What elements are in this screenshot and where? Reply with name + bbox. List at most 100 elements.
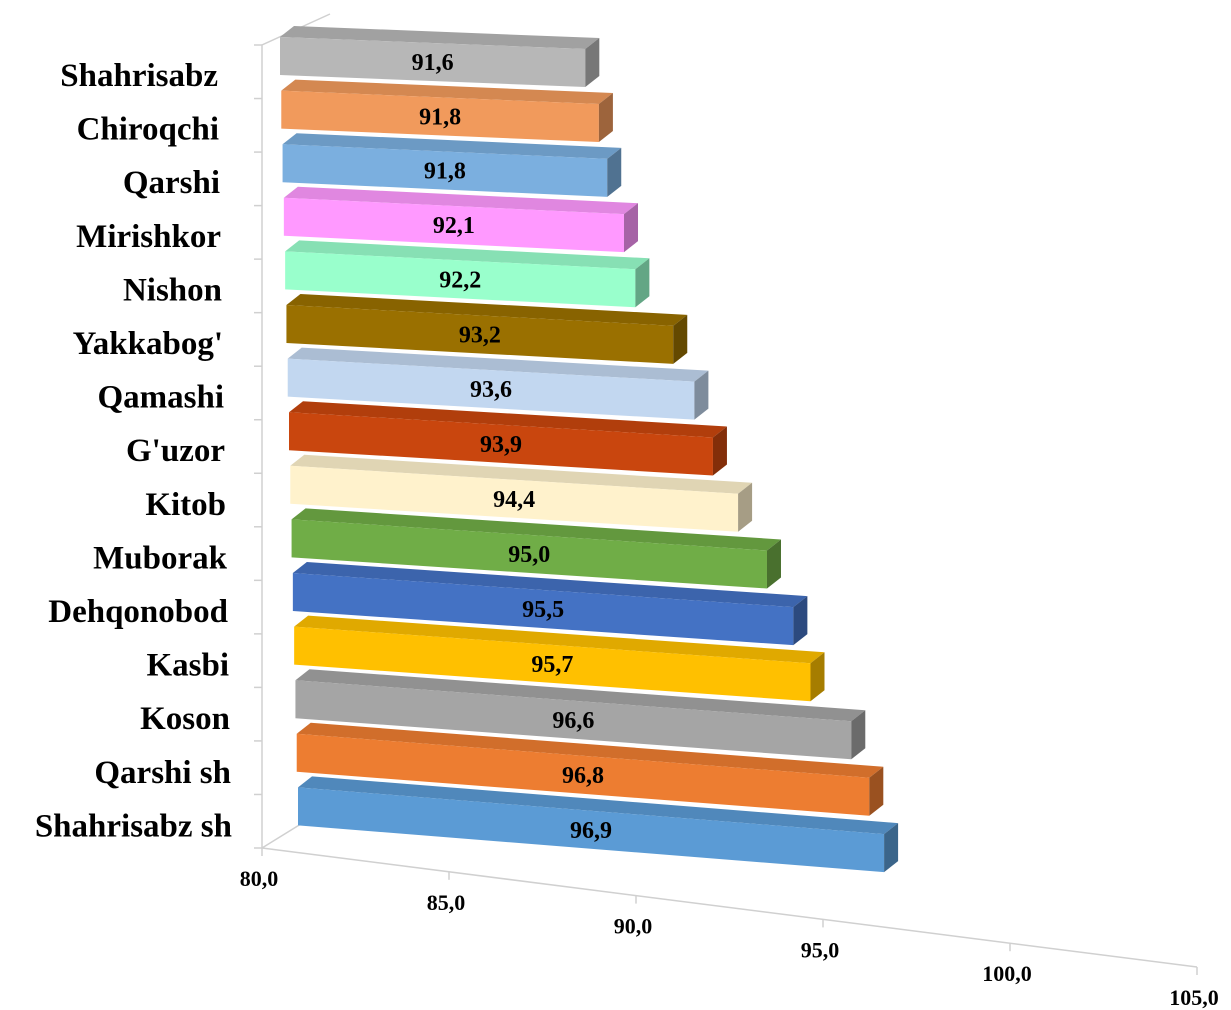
- category-label: Kitob: [145, 487, 226, 523]
- bar-front-face: [294, 626, 811, 702]
- bar-end-face: [738, 482, 753, 532]
- bar-top-face: [296, 722, 884, 778]
- value-label: 93,6: [470, 377, 512, 403]
- bar-front-face: [290, 465, 739, 532]
- value-labels: 91,6 91,8 91,8 92,1 92,2 93,2 93,6 93,9 94,4 95,0…: [412, 50, 612, 844]
- bar-top-face: [289, 401, 727, 438]
- x-tick-label: 105,0: [1169, 985, 1219, 1010]
- value-label: 93,9: [480, 432, 522, 458]
- bar-top-face: [292, 562, 808, 608]
- x-tick-label: 80,0: [240, 866, 279, 891]
- value-label: 95,7: [531, 652, 573, 678]
- bar-front-face: [286, 305, 674, 364]
- category-label: Yakkabog': [73, 326, 223, 362]
- bar: [295, 669, 866, 760]
- horizontal-axis-line: [261, 847, 1198, 968]
- x-tick-label: 90,0: [614, 914, 653, 939]
- bar: [282, 133, 622, 197]
- value-label: 91,8: [419, 104, 461, 130]
- bar: [287, 347, 709, 420]
- bar-front-face: [295, 680, 852, 760]
- value-label: 92,2: [439, 267, 481, 293]
- bar-end-face: [712, 426, 727, 476]
- category-label: Qarshi sh: [94, 755, 231, 791]
- value-label: 95,0: [508, 542, 550, 568]
- value-label: 91,6: [412, 50, 454, 76]
- bar-end-face: [869, 766, 884, 816]
- value-label: 96,9: [570, 818, 612, 844]
- value-label: 92,1: [433, 213, 475, 239]
- bar-top-face: [282, 133, 622, 159]
- bar-end-face: [810, 652, 825, 702]
- category-label: Shahrisabz: [60, 58, 218, 94]
- chart-bars: [280, 26, 899, 873]
- category-label: Nishon: [123, 272, 222, 308]
- bar-front-face: [289, 412, 713, 476]
- bar-end-face: [766, 539, 781, 589]
- bar-end-face: [793, 596, 808, 646]
- bar-top-face: [285, 240, 650, 270]
- x-tick-label: 85,0: [427, 890, 466, 915]
- bar: [291, 508, 781, 589]
- bar-end-face: [694, 370, 709, 420]
- value-label: 94,4: [493, 487, 535, 513]
- value-label: 93,2: [459, 322, 501, 348]
- bar: [290, 454, 753, 532]
- bar-top-face: [291, 508, 781, 551]
- bar-end-face: [598, 93, 613, 143]
- bar-end-face: [607, 147, 622, 197]
- x-tick-label: 95,0: [801, 937, 840, 962]
- category-label: Qarshi: [123, 165, 220, 201]
- bar: [294, 615, 825, 702]
- category-labels: Shahrisabz Chiroqchi Qarshi Mirishkor Nishon…: [35, 58, 232, 844]
- bar-top-face: [286, 294, 688, 326]
- bar-front-face: [280, 37, 586, 88]
- bar: [281, 79, 613, 143]
- bar-end-face: [673, 314, 688, 364]
- bar-front-face: [298, 787, 885, 873]
- value-label: 96,6: [552, 708, 594, 734]
- category-label: Chiroqchi: [77, 112, 219, 148]
- bar-top-face: [283, 186, 639, 215]
- bar: [289, 401, 727, 476]
- bar-top-face: [280, 26, 600, 50]
- bar-front-face: [291, 519, 767, 589]
- bar: [285, 240, 650, 308]
- bar-top-face: [298, 776, 899, 835]
- bar-end-face: [635, 258, 650, 308]
- x-tick-labels: 80,0 85,0 90,0 95,0 100,0 105,0: [240, 866, 1219, 1010]
- bar-end-face: [585, 38, 600, 88]
- category-label: Mirishkor: [76, 219, 221, 255]
- category-label: Dehqonobod: [48, 594, 228, 630]
- bar-front-face: [281, 90, 599, 143]
- bar: [298, 776, 899, 873]
- category-label: Kasbi: [146, 648, 229, 684]
- bar-front-face: [296, 733, 870, 816]
- bar-end-face: [624, 203, 639, 253]
- bar-top-face: [287, 347, 709, 382]
- bar-front-face: [292, 573, 794, 646]
- bar-top-face: [281, 79, 613, 105]
- bar: [283, 186, 639, 253]
- category-label: Shahrisabz sh: [35, 808, 232, 844]
- category-label: Qamashi: [97, 380, 224, 416]
- bar-front-face: [285, 251, 636, 308]
- bar-end-face: [851, 710, 866, 760]
- bar-top-face: [294, 615, 825, 664]
- category-label: Muborak: [93, 540, 228, 576]
- bar-front-face: [282, 144, 608, 197]
- value-label: 96,8: [562, 763, 604, 789]
- bar-top-face: [290, 454, 753, 494]
- value-label: 91,8: [424, 159, 466, 185]
- bar-front-face: [287, 358, 695, 420]
- bar-end-face: [884, 823, 899, 873]
- bar-top-face: [295, 669, 866, 722]
- bar: [292, 562, 808, 646]
- x-tick-label: 100,0: [982, 961, 1032, 986]
- bar: [286, 294, 688, 364]
- value-label: 95,5: [522, 597, 564, 623]
- bar-front-face: [283, 197, 625, 253]
- bar: [280, 26, 600, 88]
- category-label: G'uzor: [126, 433, 225, 469]
